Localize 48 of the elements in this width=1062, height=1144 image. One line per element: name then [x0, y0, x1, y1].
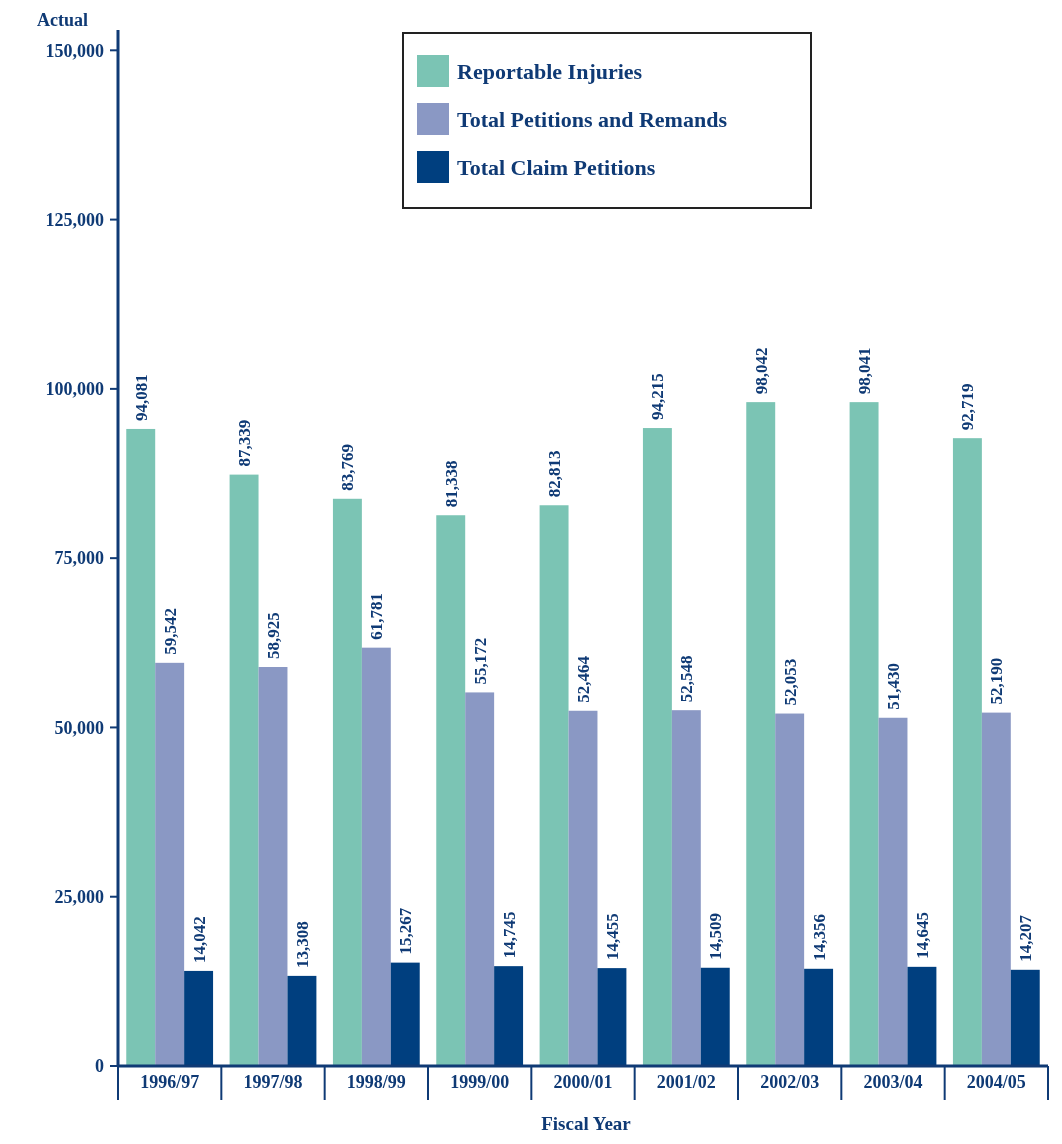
- x-tick-label: 2002/03: [760, 1072, 820, 1092]
- legend-label: Total Claim Petitions: [457, 155, 656, 180]
- data-label: 82,813: [545, 450, 565, 498]
- data-label: 61,781: [367, 592, 387, 640]
- data-label: 14,042: [189, 916, 209, 963]
- data-label: 14,645: [912, 912, 932, 959]
- y-axis-title: Actual: [37, 10, 88, 30]
- data-label: 92,719: [958, 383, 978, 431]
- data-label: 98,041: [855, 347, 875, 395]
- data-label: 14,745: [499, 911, 519, 959]
- x-tick-label: 2000/01: [553, 1072, 613, 1092]
- x-tick-label: 1999/00: [450, 1072, 510, 1092]
- data-label: 87,339: [235, 419, 255, 467]
- data-label: 14,356: [809, 914, 829, 961]
- data-label: 14,455: [602, 913, 622, 961]
- data-label: 52,548: [677, 655, 697, 703]
- data-label: 98,042: [751, 347, 771, 395]
- x-axis-title: Fiscal Year: [541, 1113, 632, 1134]
- x-tick-label: 1997/98: [243, 1072, 303, 1092]
- data-label: 15,267: [396, 907, 416, 955]
- y-tick-label: 75,000: [54, 548, 104, 569]
- data-label: 51,430: [884, 663, 903, 710]
- data-label: 14,207: [1016, 914, 1036, 962]
- data-label: 59,542: [160, 608, 180, 655]
- data-label: 52,464: [574, 655, 593, 703]
- x-tick-label: 2003/04: [863, 1072, 923, 1092]
- x-tick-label: 1996/97: [140, 1072, 200, 1092]
- y-tick-label: 100,000: [45, 379, 104, 400]
- data-label: 94,215: [648, 373, 668, 421]
- data-label: 52,190: [987, 657, 1007, 705]
- data-label: 94,081: [131, 374, 151, 421]
- data-label: 83,769: [338, 444, 358, 491]
- data-label: 13,308: [292, 921, 312, 968]
- data-label: 81,338: [441, 460, 461, 508]
- legend-label: Reportable Injuries: [457, 59, 643, 84]
- x-tick-label: 1998/99: [346, 1072, 406, 1092]
- y-tick-label: 25,000: [54, 887, 104, 908]
- y-tick-label: 0: [95, 1056, 104, 1077]
- y-tick-label: 50,000: [54, 717, 104, 738]
- data-label: 55,172: [470, 637, 490, 685]
- y-tick-label: 125,000: [45, 209, 104, 230]
- legend-label: Total Petitions and Remands: [457, 107, 728, 132]
- data-label: 52,053: [780, 658, 800, 706]
- data-label: 58,925: [264, 612, 283, 659]
- y-tick-label: 150,000: [45, 40, 104, 61]
- x-tick-label: 2004/05: [966, 1072, 1026, 1092]
- data-label: 14,509: [706, 913, 726, 960]
- x-tick-label: 2001/02: [656, 1072, 716, 1092]
